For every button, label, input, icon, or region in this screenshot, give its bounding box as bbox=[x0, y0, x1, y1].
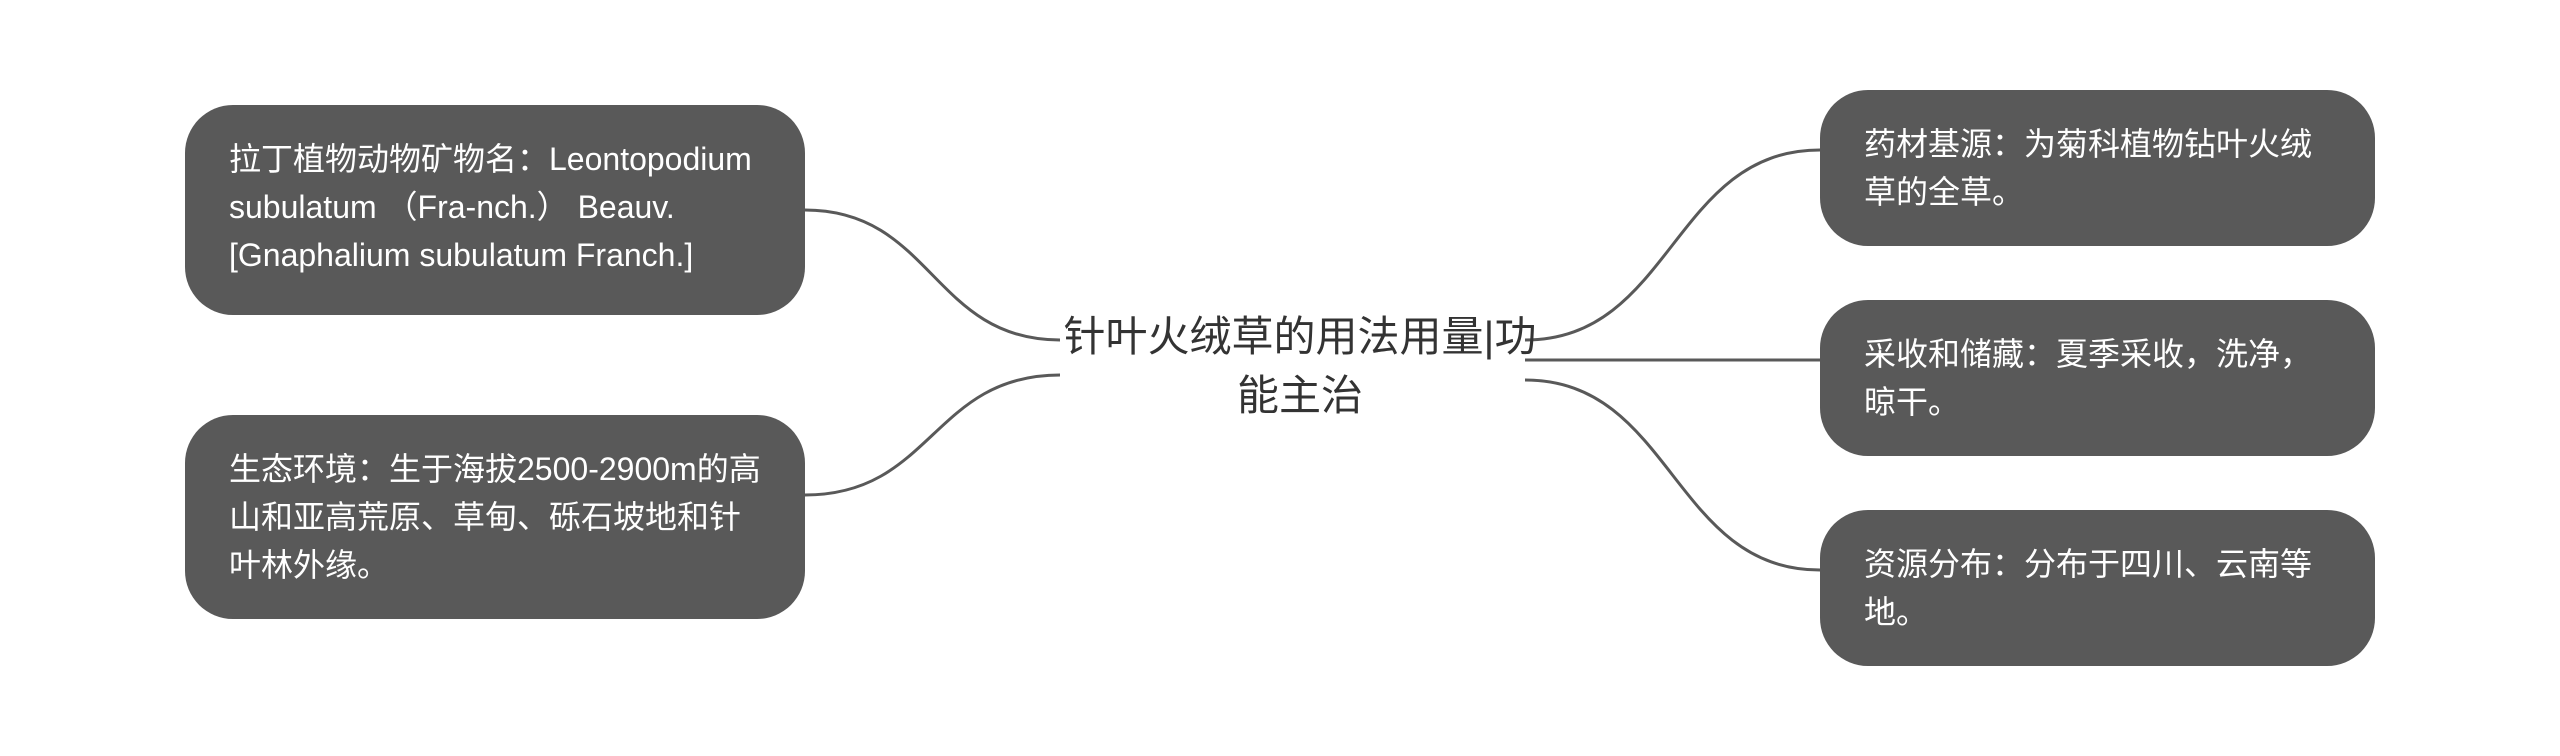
connector-left-2 bbox=[805, 375, 1060, 495]
mindmap-canvas: 针叶火绒草的用法用量|功 能主治 拉丁植物动物矿物名：Leontopodium … bbox=[0, 0, 2560, 756]
connector-right-3 bbox=[1525, 380, 1820, 570]
branch-node-right-1: 药材基源：为菊科植物钻叶火绒草的全草。 bbox=[1820, 90, 2375, 246]
connector-right-1 bbox=[1525, 150, 1820, 340]
branch-node-left-2: 生态环境：生于海拔2500-2900m的高山和亚高荒原、草甸、砾石坡地和针叶林外… bbox=[185, 415, 805, 619]
center-line1: 针叶火绒草的用法用量|功 bbox=[1040, 308, 1560, 367]
connector-left-1 bbox=[805, 210, 1060, 340]
branch-node-left-1: 拉丁植物动物矿物名：Leontopodium subulatum （Fra-nc… bbox=[185, 105, 805, 315]
center-node: 针叶火绒草的用法用量|功 能主治 bbox=[1040, 308, 1560, 426]
center-line2: 能主治 bbox=[1040, 367, 1560, 426]
branch-node-right-3: 资源分布：分布于四川、云南等地。 bbox=[1820, 510, 2375, 666]
branch-node-right-2: 采收和储藏：夏季采收，洗净，晾干。 bbox=[1820, 300, 2375, 456]
